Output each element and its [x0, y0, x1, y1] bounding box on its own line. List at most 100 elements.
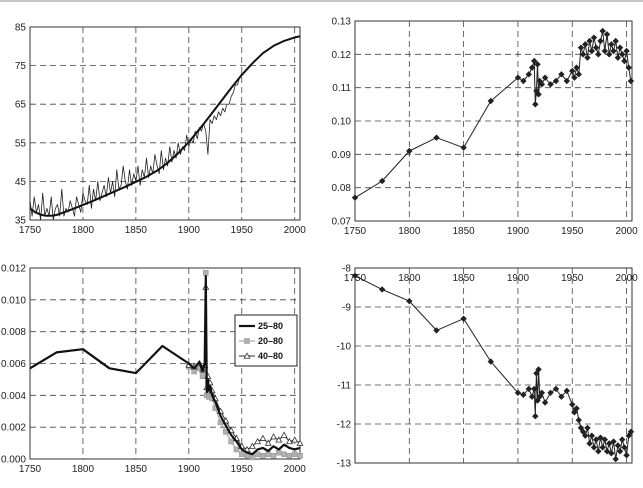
- data-point: [525, 385, 533, 393]
- y-tick-label: 0.012: [1, 264, 26, 275]
- y-tick-label: 0.08: [332, 183, 352, 194]
- data-point: [584, 54, 591, 61]
- data-point: [233, 446, 240, 453]
- legend-label: 40–80: [258, 351, 283, 361]
- data-point: [627, 428, 635, 435]
- x-tick-label: 1900: [507, 226, 530, 237]
- data-point: [619, 51, 626, 58]
- data-point: [627, 77, 635, 85]
- data-point: [254, 451, 261, 458]
- data-point: [291, 451, 298, 458]
- data-point: [569, 401, 576, 408]
- y-tick-label: 45: [15, 177, 27, 188]
- data-point: [590, 34, 598, 41]
- data-point: [575, 71, 582, 78]
- data-point: [588, 432, 596, 439]
- data-point: [520, 391, 527, 398]
- data-point: [575, 416, 582, 424]
- data-point: [525, 71, 533, 78]
- y-tick-label: 0.010: [1, 295, 26, 306]
- data-point: [601, 436, 609, 443]
- data-point: [276, 449, 282, 456]
- data-point: [552, 77, 560, 85]
- data-point: [597, 37, 604, 45]
- data-point: [286, 453, 293, 459]
- y-tick-label: -12: [337, 420, 352, 431]
- x-tick-label: 1800: [398, 226, 421, 237]
- data-point: [528, 393, 536, 400]
- data-point: [351, 194, 359, 201]
- data-point: [563, 77, 571, 85]
- data-point: [552, 385, 560, 393]
- data-point: [614, 442, 622, 449]
- y-tick-label: 0.11: [332, 83, 351, 94]
- data-point: [612, 37, 619, 45]
- x-tick-label: 2000: [284, 464, 307, 475]
- x-tick-label: 1950: [231, 225, 254, 236]
- chart-top-left: 1750 1800 1850 1900 1950 2000 35 45 55 65 75 85: [15, 23, 306, 237]
- data-point: [558, 393, 565, 400]
- data-point: [520, 77, 527, 85]
- y-tick-label: 0.13: [332, 17, 352, 28]
- data-point: [610, 438, 617, 445]
- y-tick-label: 35: [15, 216, 27, 227]
- y-tick-label: 75: [15, 61, 27, 72]
- data-point: [460, 144, 467, 151]
- data-point: [275, 436, 283, 443]
- x-tick-label: 1900: [507, 273, 530, 284]
- data-point: [625, 64, 632, 71]
- series-line: [29, 35, 301, 217]
- data-point: [547, 81, 554, 88]
- data-point: [532, 101, 539, 108]
- y-tick-label: 0.12: [332, 50, 352, 61]
- y-tick-label: 0.002: [1, 423, 26, 434]
- data-point: [249, 454, 256, 461]
- data-point: [601, 47, 609, 55]
- data-point: [202, 269, 209, 276]
- data-point: [535, 366, 542, 373]
- series-line: [29, 274, 301, 456]
- data-point: [603, 448, 611, 455]
- x-tick-label: 1950: [561, 226, 584, 237]
- y-tick-label: 0.006: [1, 359, 26, 370]
- data-point: [296, 439, 304, 446]
- data-point: [582, 41, 589, 48]
- y-tick-label: -9: [342, 303, 351, 314]
- data-point: [297, 453, 303, 459]
- data-point: [406, 147, 413, 155]
- data-point: [514, 74, 522, 81]
- data-point: [603, 31, 611, 38]
- x-tick-label: 1800: [72, 225, 95, 236]
- data-point: [433, 134, 440, 141]
- y-tick-label: 0.000: [1, 455, 26, 466]
- data-point: [378, 286, 386, 293]
- data-point: [532, 413, 539, 420]
- data-point: [538, 389, 546, 396]
- data-point: [535, 91, 542, 98]
- chart-panels: 1750 1800 1850 1900 1950 20003545556575851750…: [1, 17, 638, 476]
- data-point: [280, 431, 288, 438]
- data-point: [605, 51, 613, 58]
- y-tick-label: 0.10: [332, 117, 352, 128]
- y-tick-label: 0.09: [332, 150, 352, 161]
- data-point: [621, 444, 628, 451]
- x-tick-label: 1750: [344, 226, 367, 237]
- data-point: [582, 432, 589, 439]
- data-point: [573, 64, 580, 71]
- data-point: [541, 399, 549, 406]
- data-point: [531, 57, 538, 65]
- y-tick-label: 0.008: [1, 327, 26, 338]
- data-point: [264, 439, 272, 446]
- y-tick-label: 0.07: [332, 217, 352, 228]
- data-point: [248, 442, 256, 449]
- data-point: [270, 453, 277, 459]
- data-point: [595, 448, 602, 455]
- plot-area: [29, 26, 301, 221]
- data-point: [592, 44, 600, 51]
- x-tick-label: 2000: [615, 226, 638, 237]
- legend-label: 20–80: [258, 336, 283, 346]
- data-point: [260, 453, 266, 459]
- data-point: [191, 368, 197, 375]
- data-point: [612, 455, 619, 463]
- y-tick-label: 85: [15, 23, 27, 34]
